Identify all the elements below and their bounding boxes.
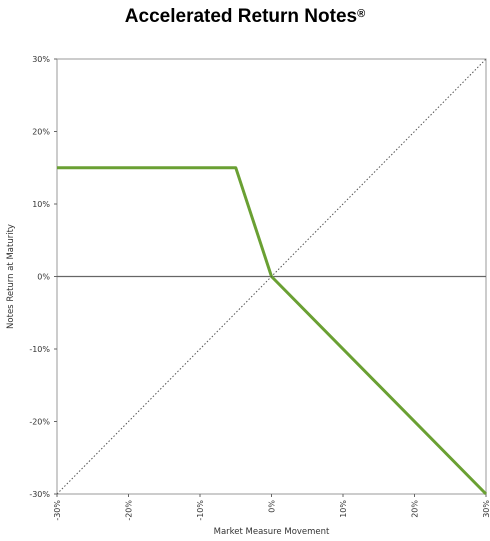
y-tick-label: 0% bbox=[37, 273, 50, 282]
y-tick-label: -30% bbox=[29, 490, 50, 499]
x-tick-label: -10% bbox=[196, 500, 205, 521]
registered-mark: ® bbox=[357, 8, 366, 20]
y-tick-label: 30% bbox=[32, 55, 50, 64]
y-tick-label: -10% bbox=[29, 345, 50, 354]
y-tick-label: -20% bbox=[29, 418, 50, 427]
x-tick-label: -20% bbox=[125, 500, 134, 521]
chart-title: Accelerated Return Notes® bbox=[0, 6, 490, 28]
chart-title-text: Accelerated Return Notes bbox=[124, 6, 358, 27]
x-tick-label: 30% bbox=[482, 500, 490, 518]
x-tick-label: 10% bbox=[339, 500, 348, 518]
y-tick-label: 10% bbox=[32, 200, 50, 209]
y-tick-label: 20% bbox=[32, 128, 50, 137]
x-tick-label: -30% bbox=[53, 500, 62, 521]
y-axis-label: Notes Return at Maturity bbox=[6, 224, 16, 329]
reference-line bbox=[56, 58, 487, 495]
x-tick-label: 0% bbox=[268, 500, 277, 513]
x-tick-label: 20% bbox=[411, 500, 420, 518]
notes-return-line bbox=[57, 166, 488, 496]
x-axis-label: Market Measure Movement bbox=[214, 527, 330, 537]
